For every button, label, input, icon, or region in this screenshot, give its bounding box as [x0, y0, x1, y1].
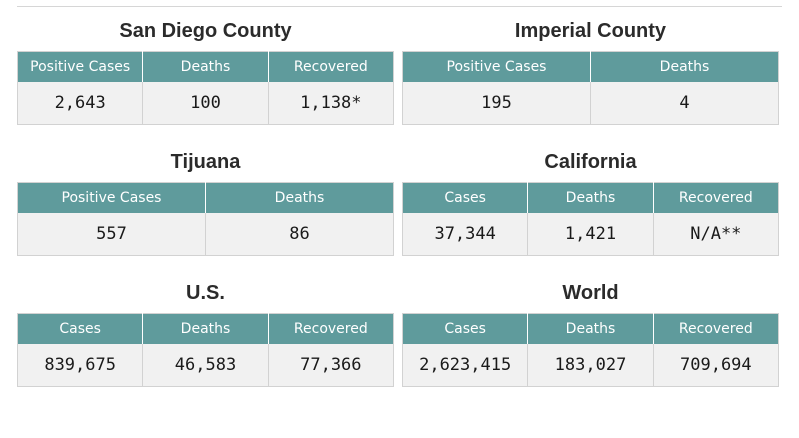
- positive-cases-header: Positive Cases: [402, 51, 591, 82]
- cases-value: 839,675: [17, 344, 143, 387]
- header-row: Cases Deaths Recovered: [17, 313, 394, 344]
- san-diego-county-section: San Diego County Positive Cases Deaths R…: [17, 17, 394, 125]
- stats-table: Cases Deaths Recovered 839,675 46,583 77…: [17, 313, 394, 387]
- header-row: Positive Cases Deaths: [402, 51, 779, 82]
- deaths-value: 86: [205, 213, 394, 256]
- header-row: Positive Cases Deaths Recovered: [17, 51, 394, 82]
- positive-cases-value: 2,643: [17, 82, 143, 125]
- value-row: 37,344 1,421 N/A**: [402, 213, 779, 256]
- recovered-value: 1,138*: [267, 82, 394, 125]
- value-row: 839,675 46,583 77,366: [17, 344, 394, 387]
- recovered-value: 77,366: [267, 344, 394, 387]
- section-title: U.S.: [186, 282, 225, 304]
- section-title: Tijuana: [170, 151, 241, 173]
- tijuana-section: Tijuana Positive Cases Deaths 557 86: [17, 148, 394, 256]
- positive-cases-header: Positive Cases: [17, 51, 143, 82]
- value-row: 2,623,415 183,027 709,694: [402, 344, 779, 387]
- stats-table: Cases Deaths Recovered 2,623,415 183,027…: [402, 313, 779, 387]
- cases-header: Cases: [17, 313, 143, 344]
- positive-cases-header: Positive Cases: [17, 182, 206, 213]
- deaths-header: Deaths: [590, 51, 779, 82]
- california-section: California Cases Deaths Recovered 37,344…: [402, 148, 779, 256]
- section-title: World: [562, 282, 619, 304]
- imperial-county-section: Imperial County Positive Cases Deaths 19…: [402, 17, 779, 125]
- recovered-header: Recovered: [267, 51, 394, 82]
- us-section: U.S. Cases Deaths Recovered 839,675 46,5…: [17, 279, 394, 387]
- header-row: Cases Deaths Recovered: [402, 313, 779, 344]
- cases-value: 37,344: [402, 213, 528, 256]
- stats-table: Positive Cases Deaths 195 4: [402, 51, 779, 125]
- recovered-header: Recovered: [267, 313, 394, 344]
- header-row: Cases Deaths Recovered: [402, 182, 779, 213]
- recovered-header: Recovered: [652, 182, 779, 213]
- header-row: Positive Cases Deaths: [17, 182, 394, 213]
- top-divider: [17, 6, 782, 7]
- recovered-header: Recovered: [652, 313, 779, 344]
- section-title: California: [544, 151, 637, 173]
- deaths-value: 1,421: [527, 213, 654, 256]
- deaths-header: Deaths: [142, 313, 269, 344]
- deaths-header: Deaths: [527, 313, 654, 344]
- deaths-value: 183,027: [527, 344, 654, 387]
- recovered-value: 709,694: [652, 344, 779, 387]
- recovered-value: N/A**: [652, 213, 779, 256]
- cases-header: Cases: [402, 313, 528, 344]
- value-row: 2,643 100 1,138*: [17, 82, 394, 125]
- deaths-value: 100: [142, 82, 269, 125]
- deaths-value: 46,583: [142, 344, 269, 387]
- cases-header: Cases: [402, 182, 528, 213]
- cases-value: 2,623,415: [402, 344, 528, 387]
- value-row: 195 4: [402, 82, 779, 125]
- value-row: 557 86: [17, 213, 394, 256]
- deaths-value: 4: [590, 82, 779, 125]
- section-title: San Diego County: [119, 20, 292, 42]
- deaths-header: Deaths: [527, 182, 654, 213]
- deaths-header: Deaths: [142, 51, 269, 82]
- stats-table: Positive Cases Deaths Recovered 2,643 10…: [17, 51, 394, 125]
- world-section: World Cases Deaths Recovered 2,623,415 1…: [402, 279, 779, 387]
- stats-table: Cases Deaths Recovered 37,344 1,421 N/A*…: [402, 182, 779, 256]
- positive-cases-value: 195: [402, 82, 591, 125]
- positive-cases-value: 557: [17, 213, 206, 256]
- deaths-header: Deaths: [205, 182, 394, 213]
- section-title: Imperial County: [514, 20, 667, 42]
- stats-table: Positive Cases Deaths 557 86: [17, 182, 394, 256]
